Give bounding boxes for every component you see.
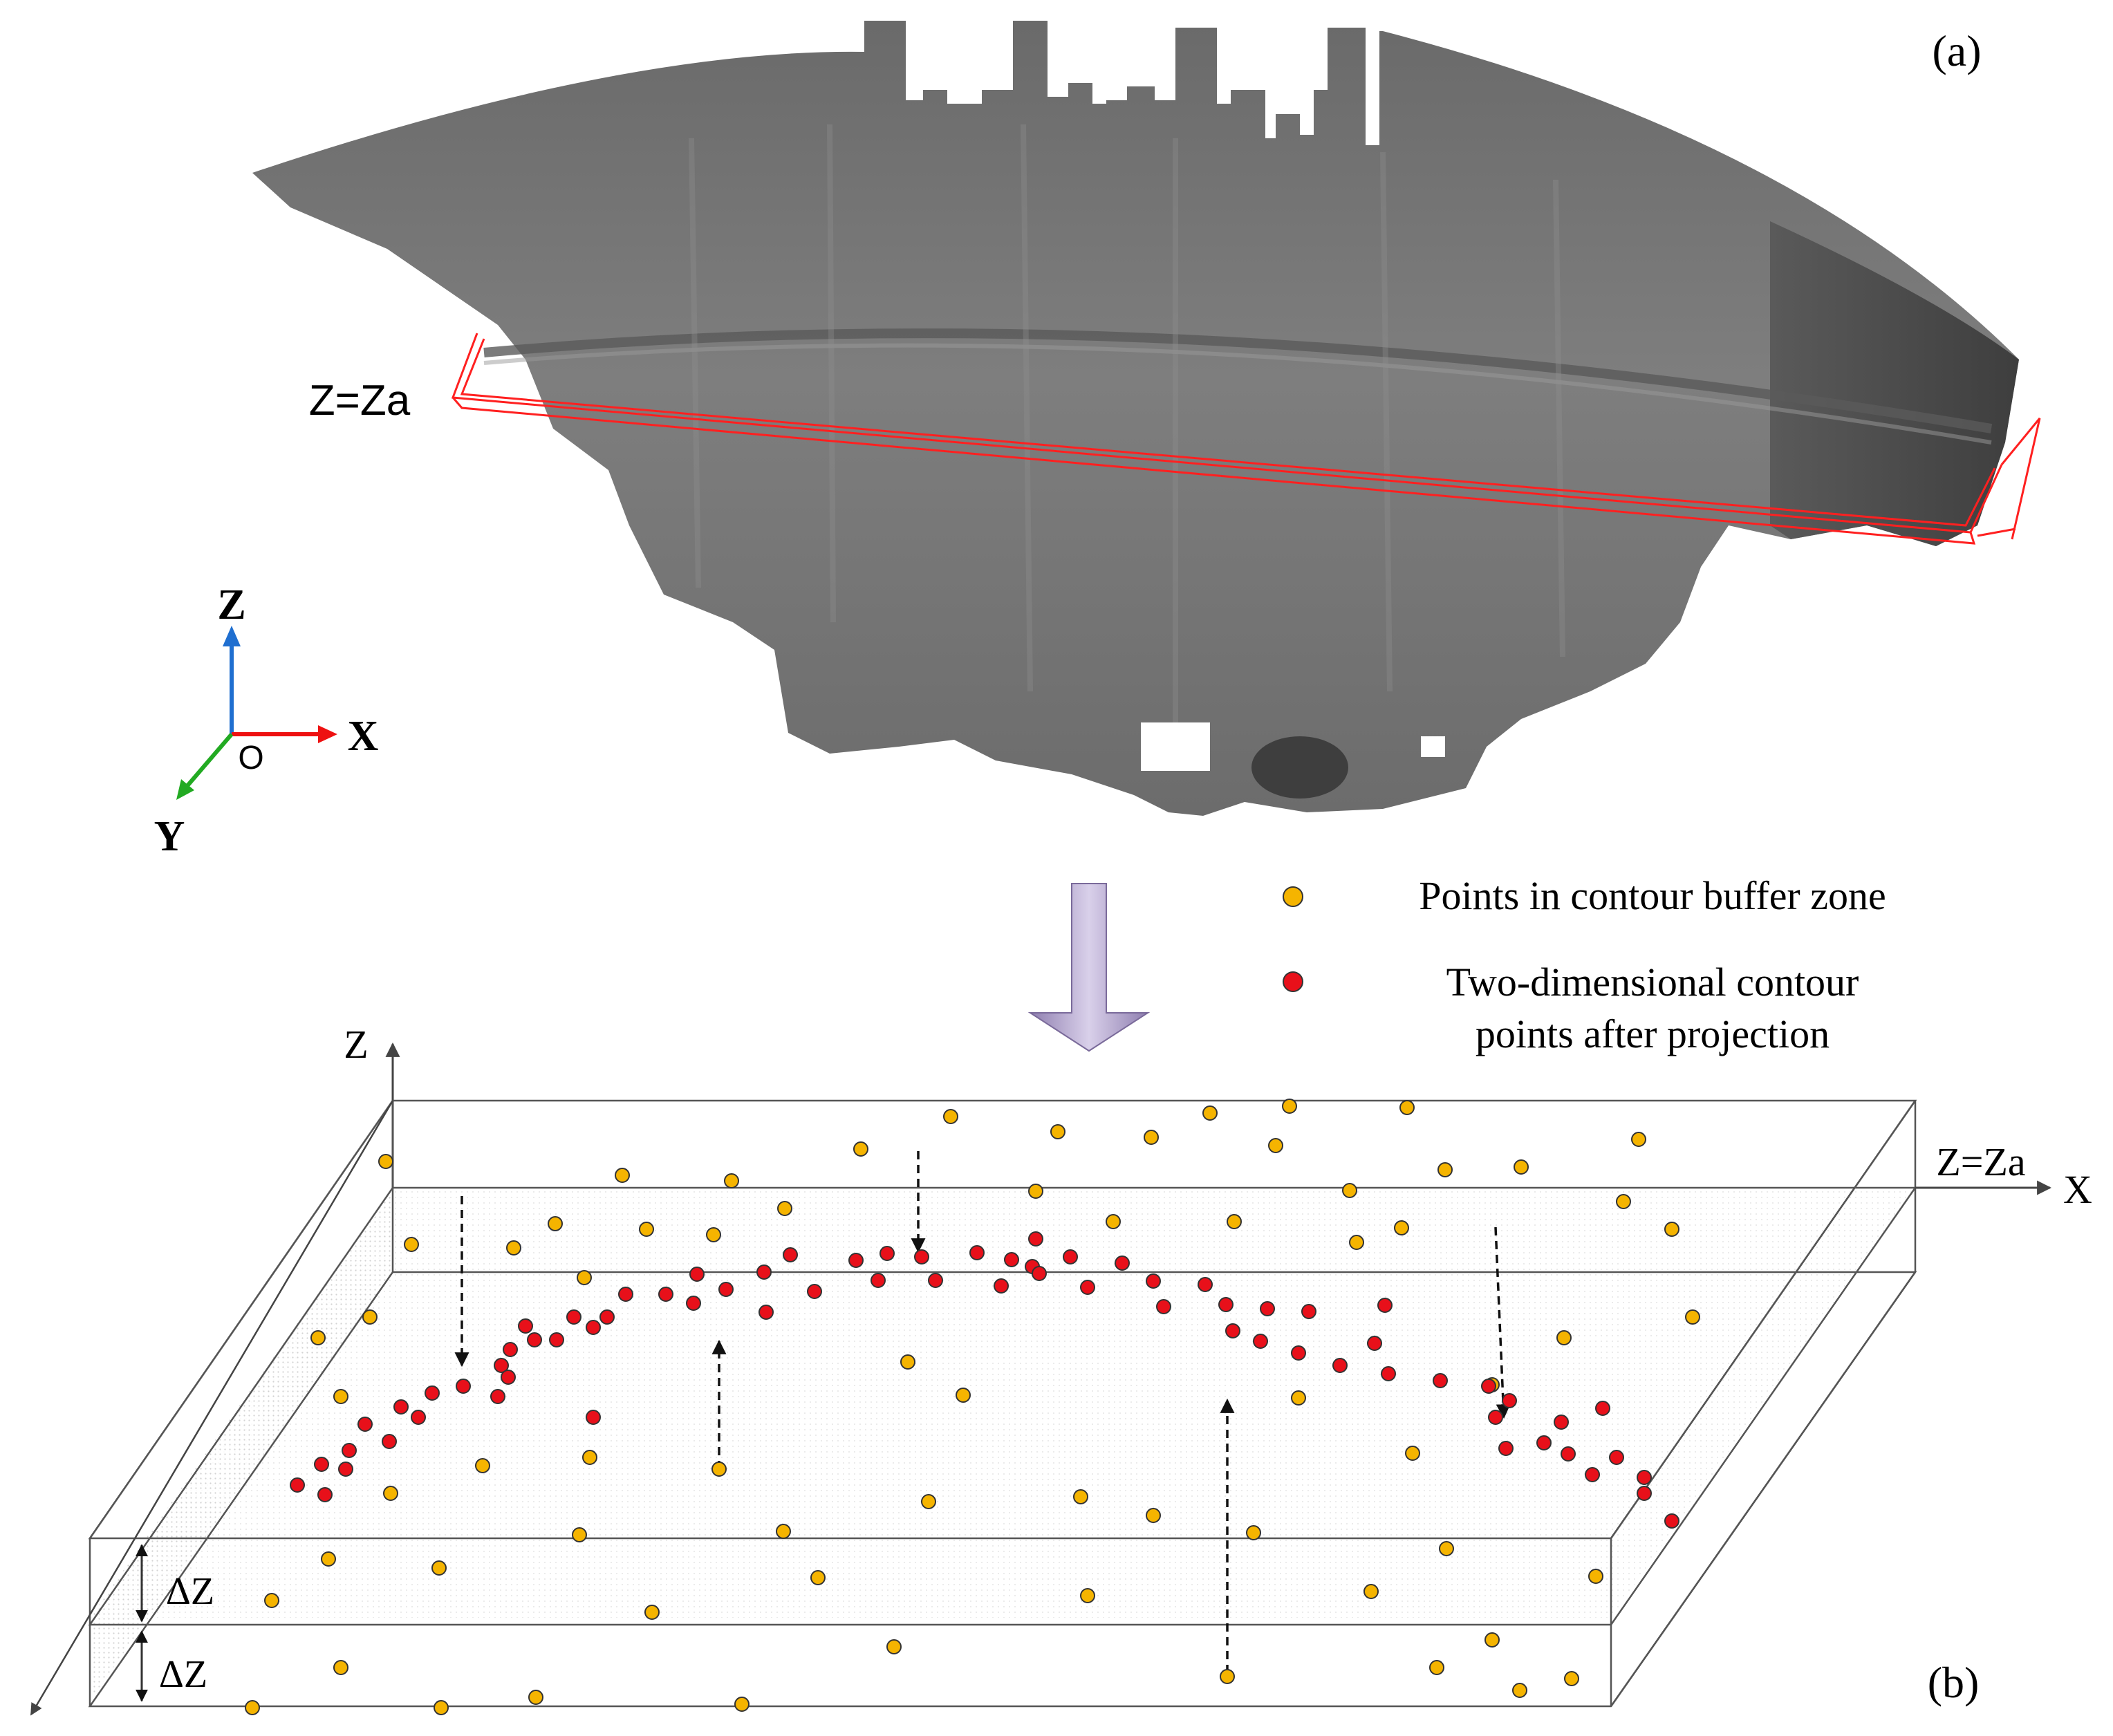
x-axis-label: X [348, 713, 379, 760]
slice-plane-label: Z=Za [309, 377, 411, 424]
projection-arrows [454, 1151, 1511, 1673]
delta-z-lower-label: ΔZ [159, 1653, 207, 1696]
wall-point-cloud [252, 21, 2019, 816]
transition-arrow [1027, 883, 1151, 1052]
legend-marker-contour [1283, 971, 1303, 992]
legend-label-buffer: Points in contour buffer zone [1419, 873, 1886, 918]
panel-a-label: (a) [1932, 26, 1981, 75]
slice-plane-box [451, 333, 2041, 545]
panel-b-z-axis-label: Z [344, 1022, 368, 1067]
delta-z-upper-label: ΔZ [166, 1570, 214, 1613]
legend: Points in contour buffer zone Two-dimens… [1283, 873, 1886, 1056]
panel-b: Z X Z=Za ΔZ ΔZ (b) [30, 1022, 2092, 1716]
panel-b-label: (b) [1928, 1658, 1980, 1707]
z-axis-label: Z [217, 581, 245, 628]
legend-label-contour-line2: points after projection [1476, 1011, 1830, 1056]
buffer-points [245, 1099, 1700, 1715]
slice-plane-fill [90, 1188, 1915, 1618]
contour-points [290, 1231, 1679, 1529]
legend-marker-buffer [1283, 886, 1303, 907]
panel-b-plane-label: Z=Za [1936, 1139, 2025, 1184]
origin-label: O [238, 740, 263, 776]
coordinate-axes: Z X Y O [154, 581, 379, 860]
legend-label-contour-line1: Two-dimensional contour [1446, 960, 1859, 1005]
y-axis-label: Y [154, 813, 185, 860]
panel-a: (a) [154, 21, 2041, 860]
panel-b-x-axis-label: X [2063, 1167, 2092, 1212]
